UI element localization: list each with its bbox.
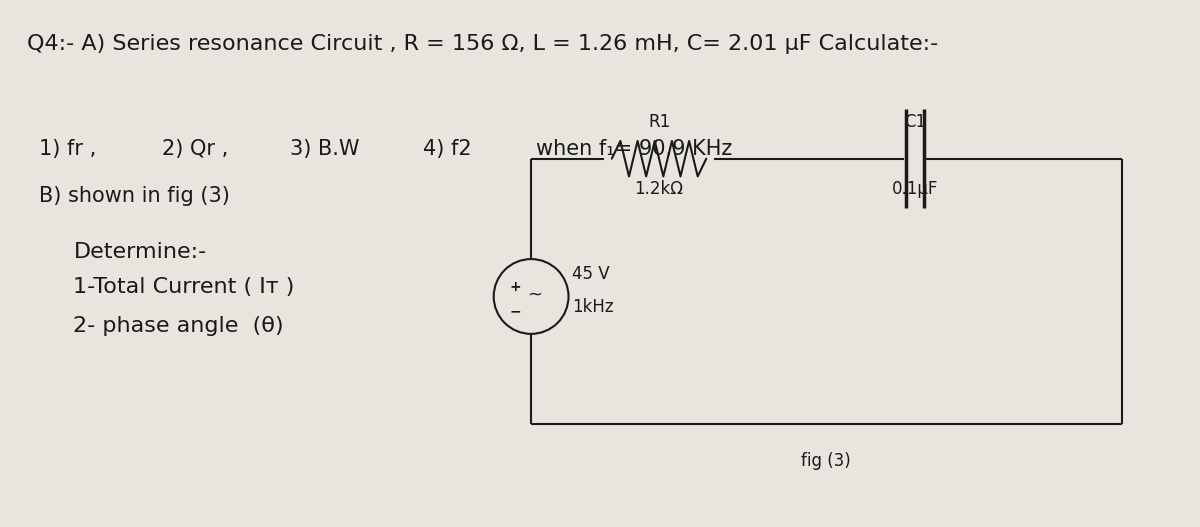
Text: 1-Total Current ( Iᴛ ): 1-Total Current ( Iᴛ )	[73, 277, 295, 297]
Text: fig (3): fig (3)	[802, 452, 851, 470]
Text: C1: C1	[904, 113, 926, 131]
Text: +: +	[510, 280, 521, 294]
Text: 0.1μF: 0.1μF	[892, 180, 938, 198]
Text: 1kHz: 1kHz	[572, 298, 614, 316]
Text: R1: R1	[648, 113, 670, 131]
Text: 2) Qr ,: 2) Qr ,	[162, 139, 228, 159]
Text: B) shown in fig (3): B) shown in fig (3)	[40, 186, 230, 206]
Text: 1.2kΩ: 1.2kΩ	[635, 180, 684, 198]
Text: ~: ~	[528, 286, 542, 304]
Text: 2- phase angle  (θ): 2- phase angle (θ)	[73, 316, 284, 336]
Text: 45 V: 45 V	[572, 265, 610, 282]
Text: when f₁= 90.9 KHz: when f₁= 90.9 KHz	[536, 139, 732, 159]
Text: 4) f2: 4) f2	[422, 139, 472, 159]
Text: 1) fr ,: 1) fr ,	[40, 139, 96, 159]
Text: Determine:-: Determine:-	[73, 242, 206, 262]
Text: Q4:- A) Series resonance Circuit , R = 156 Ω, L = 1.26 mH, C= 2.01 μF Calculate:: Q4:- A) Series resonance Circuit , R = 1…	[28, 34, 938, 54]
Text: −: −	[510, 304, 521, 318]
Text: 3) B.W: 3) B.W	[290, 139, 360, 159]
